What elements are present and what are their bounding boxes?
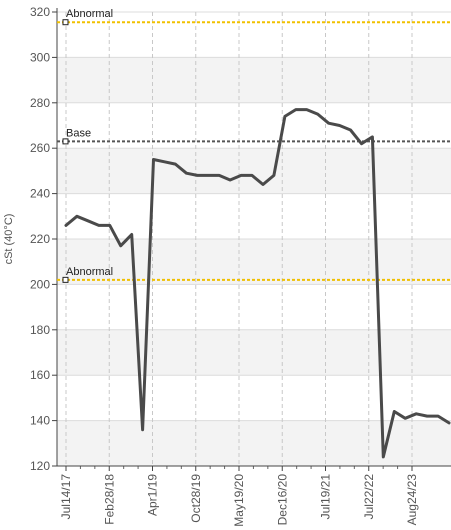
reference-label: Abnormal <box>66 266 113 278</box>
axes <box>52 8 451 471</box>
y-tick-label: 260 <box>30 141 50 155</box>
y-tick-label: 320 <box>30 5 50 19</box>
x-tick-label: Feb28/18 <box>102 474 116 525</box>
x-tick-labels: Jul14/17 Feb28/18 Apr1/19 Oct28/19 May19/20 D… <box>59 474 419 527</box>
reference-lines: Abnormal Base Abnormal <box>57 8 451 283</box>
plot-bands <box>57 57 451 466</box>
y-tick-label: 300 <box>30 50 50 64</box>
grid-band <box>57 57 451 103</box>
y-tick-label: 140 <box>30 414 50 428</box>
grid-band <box>57 239 451 285</box>
y-tick-label: 180 <box>30 323 50 337</box>
y-tick-label: 240 <box>30 187 50 201</box>
reference-label: Base <box>66 127 91 139</box>
grid-band <box>57 148 451 194</box>
y-tick-label: 120 <box>30 459 50 473</box>
x-tick-label: Jul14/17 <box>59 474 73 520</box>
x-tick-label: Jul19/21 <box>319 474 333 520</box>
series-lines <box>64 108 451 459</box>
reference-marker <box>62 19 69 26</box>
y-tick-label: 220 <box>30 232 50 246</box>
grid-lines <box>57 11 451 467</box>
x-tick-label: Oct28/19 <box>189 474 203 523</box>
x-tick-label: Apr1/19 <box>146 474 160 516</box>
reference-marker <box>62 276 69 283</box>
grid-band <box>57 329 451 376</box>
series-line <box>64 108 451 459</box>
x-tick-label: Jul22/22 <box>362 474 376 520</box>
reference-label: Abnormal <box>66 8 113 20</box>
x-tick-label: Aug24/23 <box>405 474 419 526</box>
y-tick-labels: 120 140 160 180 200 220 240 260 280 300 320 <box>30 5 50 473</box>
reference-marker <box>62 138 69 145</box>
y-tick-label: 280 <box>30 96 50 110</box>
y-tick-label: 200 <box>30 277 50 291</box>
y-tick-label: 160 <box>30 368 50 382</box>
x-tick-label: May19/20 <box>232 474 246 527</box>
y-axis-label: cSt (40°C) <box>3 214 15 265</box>
x-tick-label: Dec16/20 <box>275 474 289 526</box>
